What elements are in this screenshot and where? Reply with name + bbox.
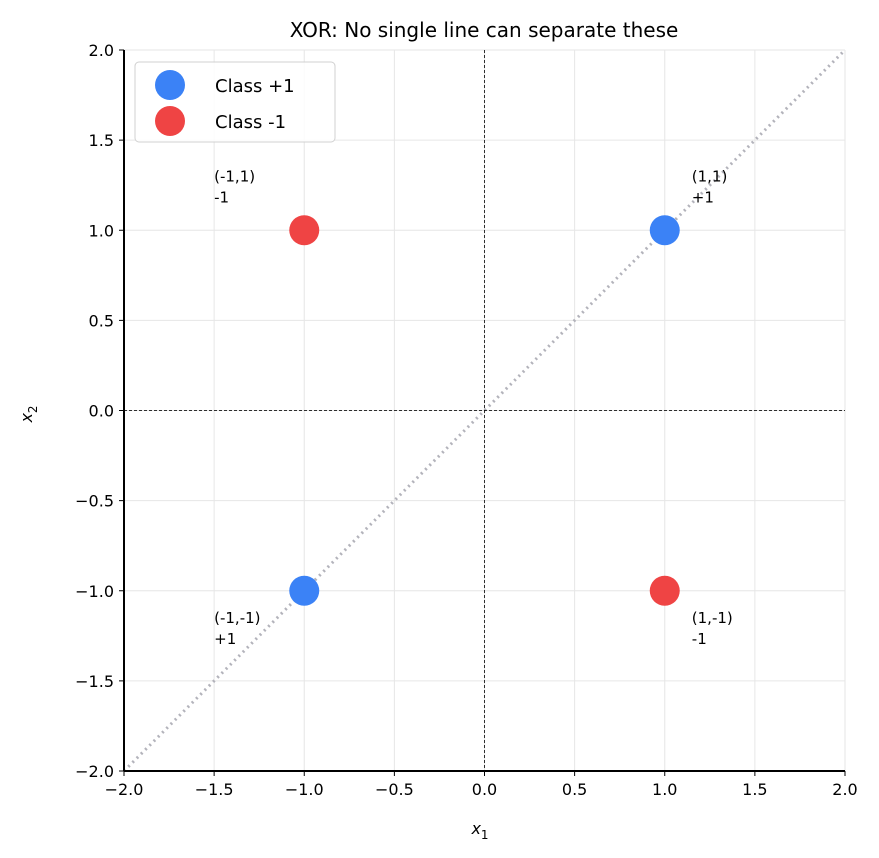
annotation-class: +1 <box>692 189 714 207</box>
annotation-class: +1 <box>214 630 236 648</box>
data-point <box>649 215 680 246</box>
x-tick-label: −1.0 <box>285 780 324 799</box>
annotation-coord: (-1,-1) <box>214 609 260 627</box>
reference-lines <box>122 48 847 773</box>
y-tick-label: −0.5 <box>75 492 114 511</box>
data-point <box>289 215 320 246</box>
x-axis-label: x1 <box>470 819 488 842</box>
annotation-class: -1 <box>214 189 229 207</box>
y-tick-label: −2.0 <box>75 762 114 781</box>
y-tick-label: −1.5 <box>75 672 114 691</box>
annotations: (-1,1) -1 (1,1) +1 (-1,-1) +1 (1,-1) -1 <box>214 168 733 649</box>
x-tick-label: −2.0 <box>105 780 144 799</box>
x-tick-label: −0.5 <box>375 780 414 799</box>
legend-marker-class-pos <box>155 70 185 100</box>
legend-label-class-pos: Class +1 <box>215 76 295 97</box>
legend-marker-class-neg <box>155 106 185 136</box>
data-point <box>289 575 320 606</box>
legend: Class +1 Class -1 <box>134 61 336 143</box>
data-points <box>289 215 680 606</box>
y-tick-label: −1.0 <box>75 582 114 601</box>
y-tick-label: 0.0 <box>89 402 114 421</box>
legend-label-class-neg: Class -1 <box>215 112 286 133</box>
y-tick-label: 2.0 <box>89 41 114 60</box>
x-tick-label: −1.5 <box>195 780 234 799</box>
annotation-coord: (1,1) <box>692 168 728 186</box>
annotation-coord: (-1,1) <box>214 168 255 186</box>
tick-labels: −2.0−2.0 −1.5 −1.5 −1.0 −1.0 −0.5 −0.5 0.0 0.0 0.… <box>75 41 858 799</box>
annotation-class: -1 <box>692 630 707 648</box>
diagonal-line <box>122 48 847 773</box>
y-tick-label: 1.5 <box>89 131 114 150</box>
x-tick-label: 2.0 <box>832 780 857 799</box>
y-tick-label: 1.0 <box>89 221 114 240</box>
x-tick-label: 1.5 <box>742 780 767 799</box>
y-axis-label: x2 <box>17 405 40 423</box>
data-point <box>649 575 680 606</box>
y-tick-label: 0.5 <box>89 311 114 330</box>
x-tick-label: 0.5 <box>562 780 587 799</box>
x-tick-label: 1.0 <box>652 780 677 799</box>
x-tick-label: 0.0 <box>472 780 497 799</box>
chart-title: XOR: No single line can separate these <box>290 18 679 42</box>
annotation-coord: (1,-1) <box>692 609 733 627</box>
